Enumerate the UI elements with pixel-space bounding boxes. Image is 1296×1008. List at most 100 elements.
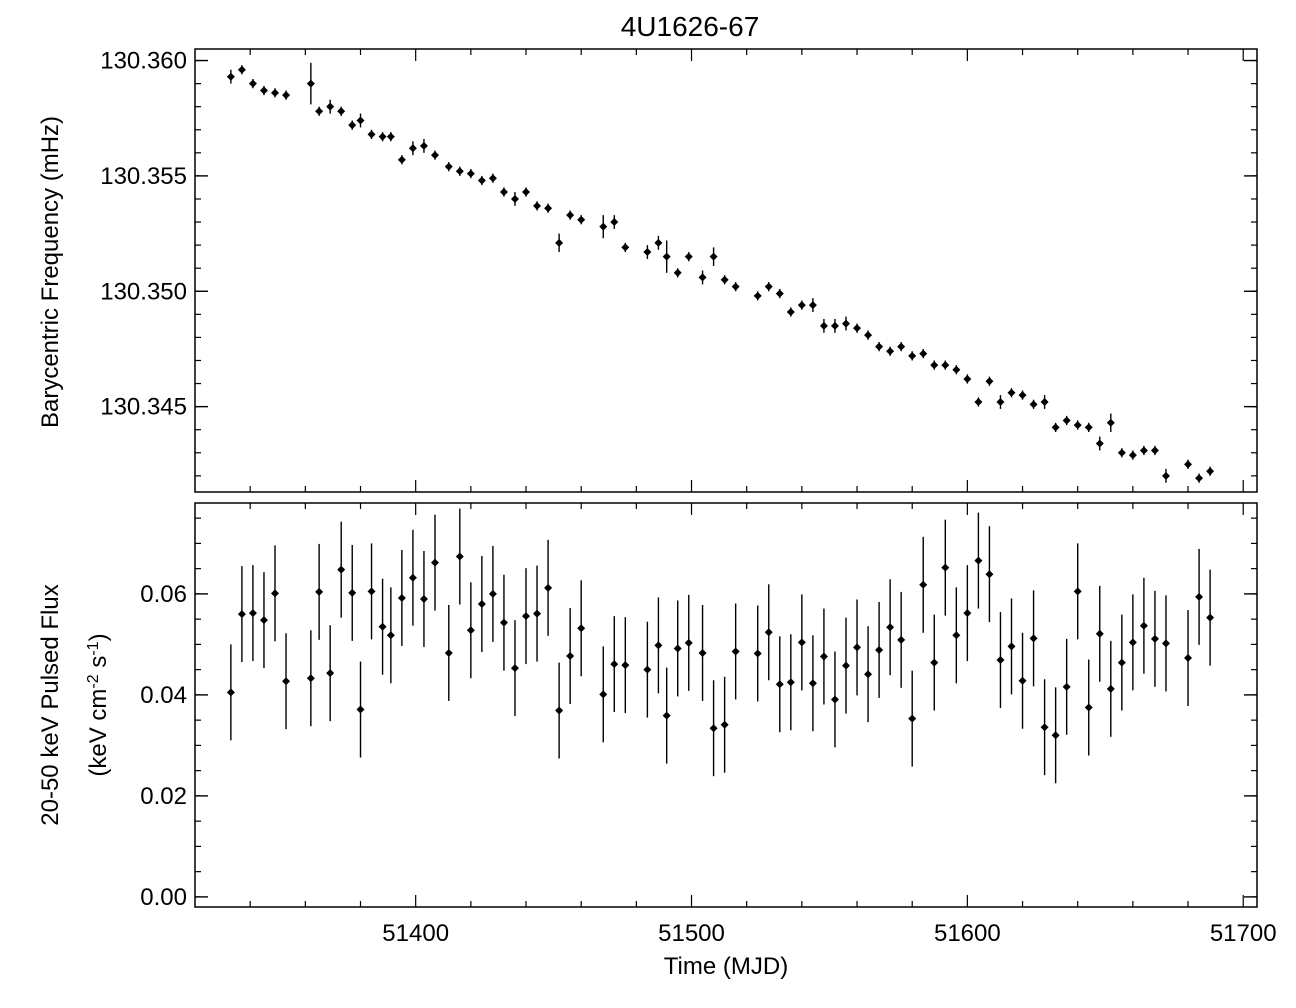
data-point xyxy=(610,616,619,713)
marker xyxy=(974,556,983,565)
data-point xyxy=(378,578,387,675)
data-point xyxy=(1084,659,1093,756)
data-point xyxy=(1095,585,1104,682)
marker xyxy=(466,626,475,635)
marker xyxy=(786,308,795,317)
panel-pulsed-flux-y-tick-labels: 0.00 0.02 0.04 0.06 xyxy=(140,581,187,911)
data-point xyxy=(753,605,762,702)
data-point xyxy=(875,342,884,352)
data-point xyxy=(408,529,417,626)
data-point xyxy=(270,545,279,642)
data-point xyxy=(662,240,671,273)
marker xyxy=(1062,416,1071,425)
data-point xyxy=(444,605,453,701)
marker xyxy=(237,610,246,619)
marker xyxy=(1150,634,1159,643)
marker xyxy=(996,398,1005,407)
marker xyxy=(397,593,406,602)
panel-pulsed-flux-frame xyxy=(194,502,1258,908)
marker xyxy=(282,677,291,686)
panel-frequency-y-tick-labels: 130.345 130.350 130.355 130.360 xyxy=(100,48,187,421)
data-point xyxy=(1051,687,1060,784)
marker xyxy=(455,552,464,561)
marker xyxy=(864,670,873,679)
marker xyxy=(430,558,439,567)
data-point xyxy=(1150,590,1159,687)
marker xyxy=(226,688,235,697)
marker xyxy=(430,151,439,160)
data-point xyxy=(555,662,564,759)
data-point xyxy=(731,282,740,292)
data-point xyxy=(952,587,961,684)
data-point xyxy=(786,307,795,317)
data-point xyxy=(886,579,895,676)
data-point xyxy=(397,155,406,165)
marker xyxy=(952,631,961,640)
marker xyxy=(643,248,652,257)
data-point xyxy=(1029,399,1038,409)
marker xyxy=(367,130,376,139)
marker xyxy=(1095,439,1104,448)
marker xyxy=(378,622,387,631)
marker xyxy=(306,79,315,88)
data-point xyxy=(1062,638,1071,735)
data-point xyxy=(282,90,291,100)
data-point xyxy=(919,536,928,633)
panel-pulsed-flux-x-ticks xyxy=(249,503,1244,907)
marker xyxy=(326,102,335,111)
marker xyxy=(488,174,497,183)
data-point xyxy=(775,636,784,733)
marker xyxy=(875,342,884,351)
marker xyxy=(662,711,671,720)
marker xyxy=(455,167,464,176)
data-point xyxy=(599,646,608,743)
marker xyxy=(1018,391,1027,400)
data-point xyxy=(555,233,564,253)
marker xyxy=(378,132,387,141)
data-point xyxy=(897,591,906,688)
marker xyxy=(709,252,718,261)
marker xyxy=(684,638,693,647)
marker xyxy=(315,587,324,596)
data-point xyxy=(643,621,652,718)
data-point xyxy=(1073,420,1082,430)
data-point xyxy=(544,203,553,213)
marker xyxy=(408,573,417,582)
data-point xyxy=(1206,466,1215,476)
marker xyxy=(610,660,619,669)
data-point xyxy=(1150,445,1159,456)
data-point xyxy=(315,106,324,116)
data-point xyxy=(566,210,575,220)
marker xyxy=(1040,723,1049,732)
data-point xyxy=(577,580,586,677)
data-point xyxy=(886,346,895,356)
marker xyxy=(643,665,652,674)
marker xyxy=(248,79,257,88)
data-point xyxy=(621,242,630,253)
data-point xyxy=(808,298,817,313)
marker xyxy=(1051,731,1060,740)
data-point xyxy=(419,550,428,647)
marker xyxy=(1128,638,1137,647)
data-point xyxy=(477,556,486,652)
x-tick-label: 51400 xyxy=(382,920,449,947)
panel-pulsed-flux-x-tick-labels: 51400 51500 51600 51700 xyxy=(382,920,1276,947)
marker xyxy=(337,565,346,574)
marker xyxy=(1095,629,1104,638)
data-point xyxy=(841,617,850,714)
marker xyxy=(1161,471,1170,480)
marker xyxy=(544,583,553,592)
marker xyxy=(841,661,850,670)
data-point xyxy=(248,565,257,662)
marker xyxy=(996,656,1005,665)
marker xyxy=(577,215,586,224)
data-point xyxy=(326,625,335,722)
marker xyxy=(808,301,817,310)
data-point xyxy=(1139,445,1148,456)
marker xyxy=(533,609,542,618)
marker xyxy=(797,638,806,647)
marker xyxy=(337,107,346,116)
data-point xyxy=(1073,543,1082,640)
marker xyxy=(1040,398,1049,407)
